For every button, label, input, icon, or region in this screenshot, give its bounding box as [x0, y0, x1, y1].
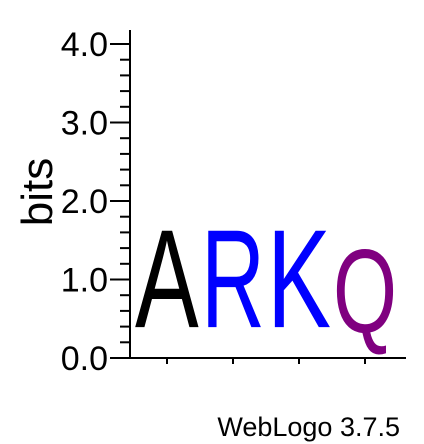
letter-glyph: R [201, 200, 265, 357]
letter-K: K [267, 201, 331, 357]
letter-glyph: K [267, 201, 331, 357]
letter-glyph: Q [333, 224, 397, 358]
y-tick-label: 3.0 [61, 105, 108, 143]
letter-Q: Q [333, 224, 397, 358]
letter-glyph: A [135, 201, 199, 358]
y-tick-label: 1.0 [61, 262, 108, 300]
letter-A: A [135, 201, 199, 358]
y-axis: 0.0 1.0 2.0 3.0 4.0 [61, 26, 131, 378]
y-tick-label: 4.0 [61, 26, 108, 64]
y-tick-label: 2.0 [61, 183, 108, 221]
y-tick-label: 0.0 [61, 340, 108, 378]
footer-credit: WebLogo 3.7.5 [217, 412, 400, 442]
x-axis [130, 357, 406, 364]
letter-R: R [201, 200, 265, 357]
y-axis-label: bits [13, 158, 62, 226]
